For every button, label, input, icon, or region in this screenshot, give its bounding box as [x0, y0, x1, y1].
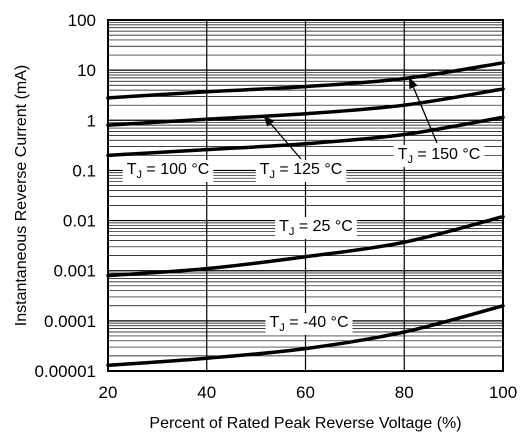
series-label-bg	[275, 217, 357, 239]
series-curve-4	[106, 304, 505, 368]
series-label-text: TJ = 100 °C	[127, 161, 210, 181]
x-tick-label: 100	[489, 383, 517, 402]
series-label-bg	[393, 145, 485, 167]
series-curve-3	[106, 214, 505, 278]
y-tick-labels: 100 10 1 0.1 0.01 0.001 0.0001 0.00001	[35, 11, 96, 381]
y-axis-label: Instantaneous Reverse Current (mA)	[13, 65, 30, 326]
series-label-arrow-0	[408, 77, 438, 144]
y-tick-label: 1	[87, 111, 96, 130]
y-tick-label: 0.001	[53, 262, 96, 281]
y-tick-label: 10	[77, 61, 96, 80]
series-label-text: TJ = 25 °C	[279, 218, 353, 238]
arrow-shaft	[408, 77, 438, 144]
series-label-4: TJ = -40 °C	[265, 313, 353, 335]
series-label-bg	[255, 160, 347, 182]
y-tick-label: 0.01	[63, 212, 96, 231]
y-tick-label: 0.1	[72, 161, 96, 180]
plot-frame	[107, 19, 504, 372]
x-axis-label: Percent of Rated Peak Reverse Voltage (%…	[149, 415, 461, 432]
y-tick-label: 100	[68, 11, 96, 30]
series-label-bg	[265, 313, 353, 335]
series-label-arrow-1	[263, 115, 302, 160]
series-label-bg	[122, 160, 214, 182]
x-tick-labels: 20 40 60 80 100	[99, 383, 518, 402]
x-tick-label: 40	[197, 383, 216, 402]
series-label-2: TJ = 100 °C	[122, 160, 214, 182]
series-annotations: TJ = 150 °C TJ = 125 °C TJ = 100 °C TJ = 25…	[122, 77, 485, 335]
x-tick-label: 20	[99, 383, 118, 402]
series-label-3: TJ = 25 °C	[275, 217, 357, 239]
series-label-text: TJ = 150 °C	[398, 146, 481, 166]
series-curve-1	[106, 87, 505, 127]
arrow-head	[263, 115, 275, 127]
series-label-1: TJ = 125 °C	[255, 160, 347, 182]
series-curves	[106, 61, 505, 368]
y-tick-label: 0.00001	[35, 362, 96, 381]
x-tick-label: 60	[296, 383, 315, 402]
series-label-text: TJ = -40 °C	[269, 314, 348, 334]
series-curve-0	[106, 61, 505, 100]
y-tick-label: 0.0001	[44, 312, 96, 331]
series-label-text: TJ = 125 °C	[260, 161, 343, 181]
series-curve-2	[106, 115, 505, 158]
arrow-head	[409, 77, 418, 90]
x-tick-label: 80	[395, 383, 414, 402]
series-label-0: TJ = 150 °C	[393, 145, 485, 167]
